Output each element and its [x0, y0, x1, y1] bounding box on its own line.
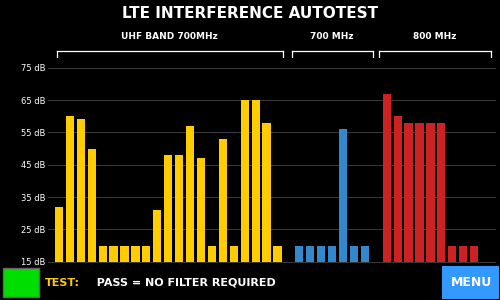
Bar — [394, 116, 402, 262]
Bar — [382, 94, 391, 262]
Bar — [240, 100, 249, 262]
Bar — [448, 246, 456, 262]
Text: 700 MHz: 700 MHz — [310, 32, 354, 41]
Bar — [274, 246, 281, 262]
Bar — [66, 116, 74, 262]
Bar — [262, 123, 270, 262]
Bar — [55, 207, 63, 262]
Bar — [142, 246, 150, 262]
Text: UHF BAND 700MHz: UHF BAND 700MHz — [122, 32, 218, 41]
Bar — [98, 246, 106, 262]
Bar — [230, 246, 238, 262]
Text: PASS = NO FILTER REQUIRED: PASS = NO FILTER REQUIRED — [89, 278, 276, 287]
Bar — [339, 129, 347, 262]
Bar — [76, 119, 85, 262]
Bar — [164, 155, 172, 262]
Text: 800 MHz: 800 MHz — [413, 32, 457, 41]
Bar — [426, 123, 434, 262]
Bar — [218, 139, 227, 262]
Bar — [361, 246, 369, 262]
Bar — [442, 266, 499, 299]
Text: MENU: MENU — [450, 276, 492, 289]
Bar — [175, 155, 183, 262]
Bar — [186, 126, 194, 262]
Bar — [3, 268, 39, 297]
Bar — [459, 246, 468, 262]
Bar — [110, 246, 118, 262]
Bar — [317, 246, 326, 262]
Bar — [295, 246, 304, 262]
Bar — [153, 210, 162, 262]
Text: LTE INTERFERENCE AUTOTEST: LTE INTERFERENCE AUTOTEST — [122, 7, 378, 22]
Bar — [416, 123, 424, 262]
Text: TEST:: TEST: — [45, 278, 80, 287]
Bar — [132, 246, 140, 262]
Bar — [438, 123, 446, 262]
Bar — [470, 246, 478, 262]
Bar — [350, 246, 358, 262]
Bar — [120, 246, 128, 262]
Bar — [252, 100, 260, 262]
Bar — [197, 158, 205, 262]
Bar — [328, 246, 336, 262]
Bar — [208, 246, 216, 262]
Bar — [88, 148, 96, 262]
Bar — [306, 246, 314, 262]
Bar — [404, 123, 412, 262]
